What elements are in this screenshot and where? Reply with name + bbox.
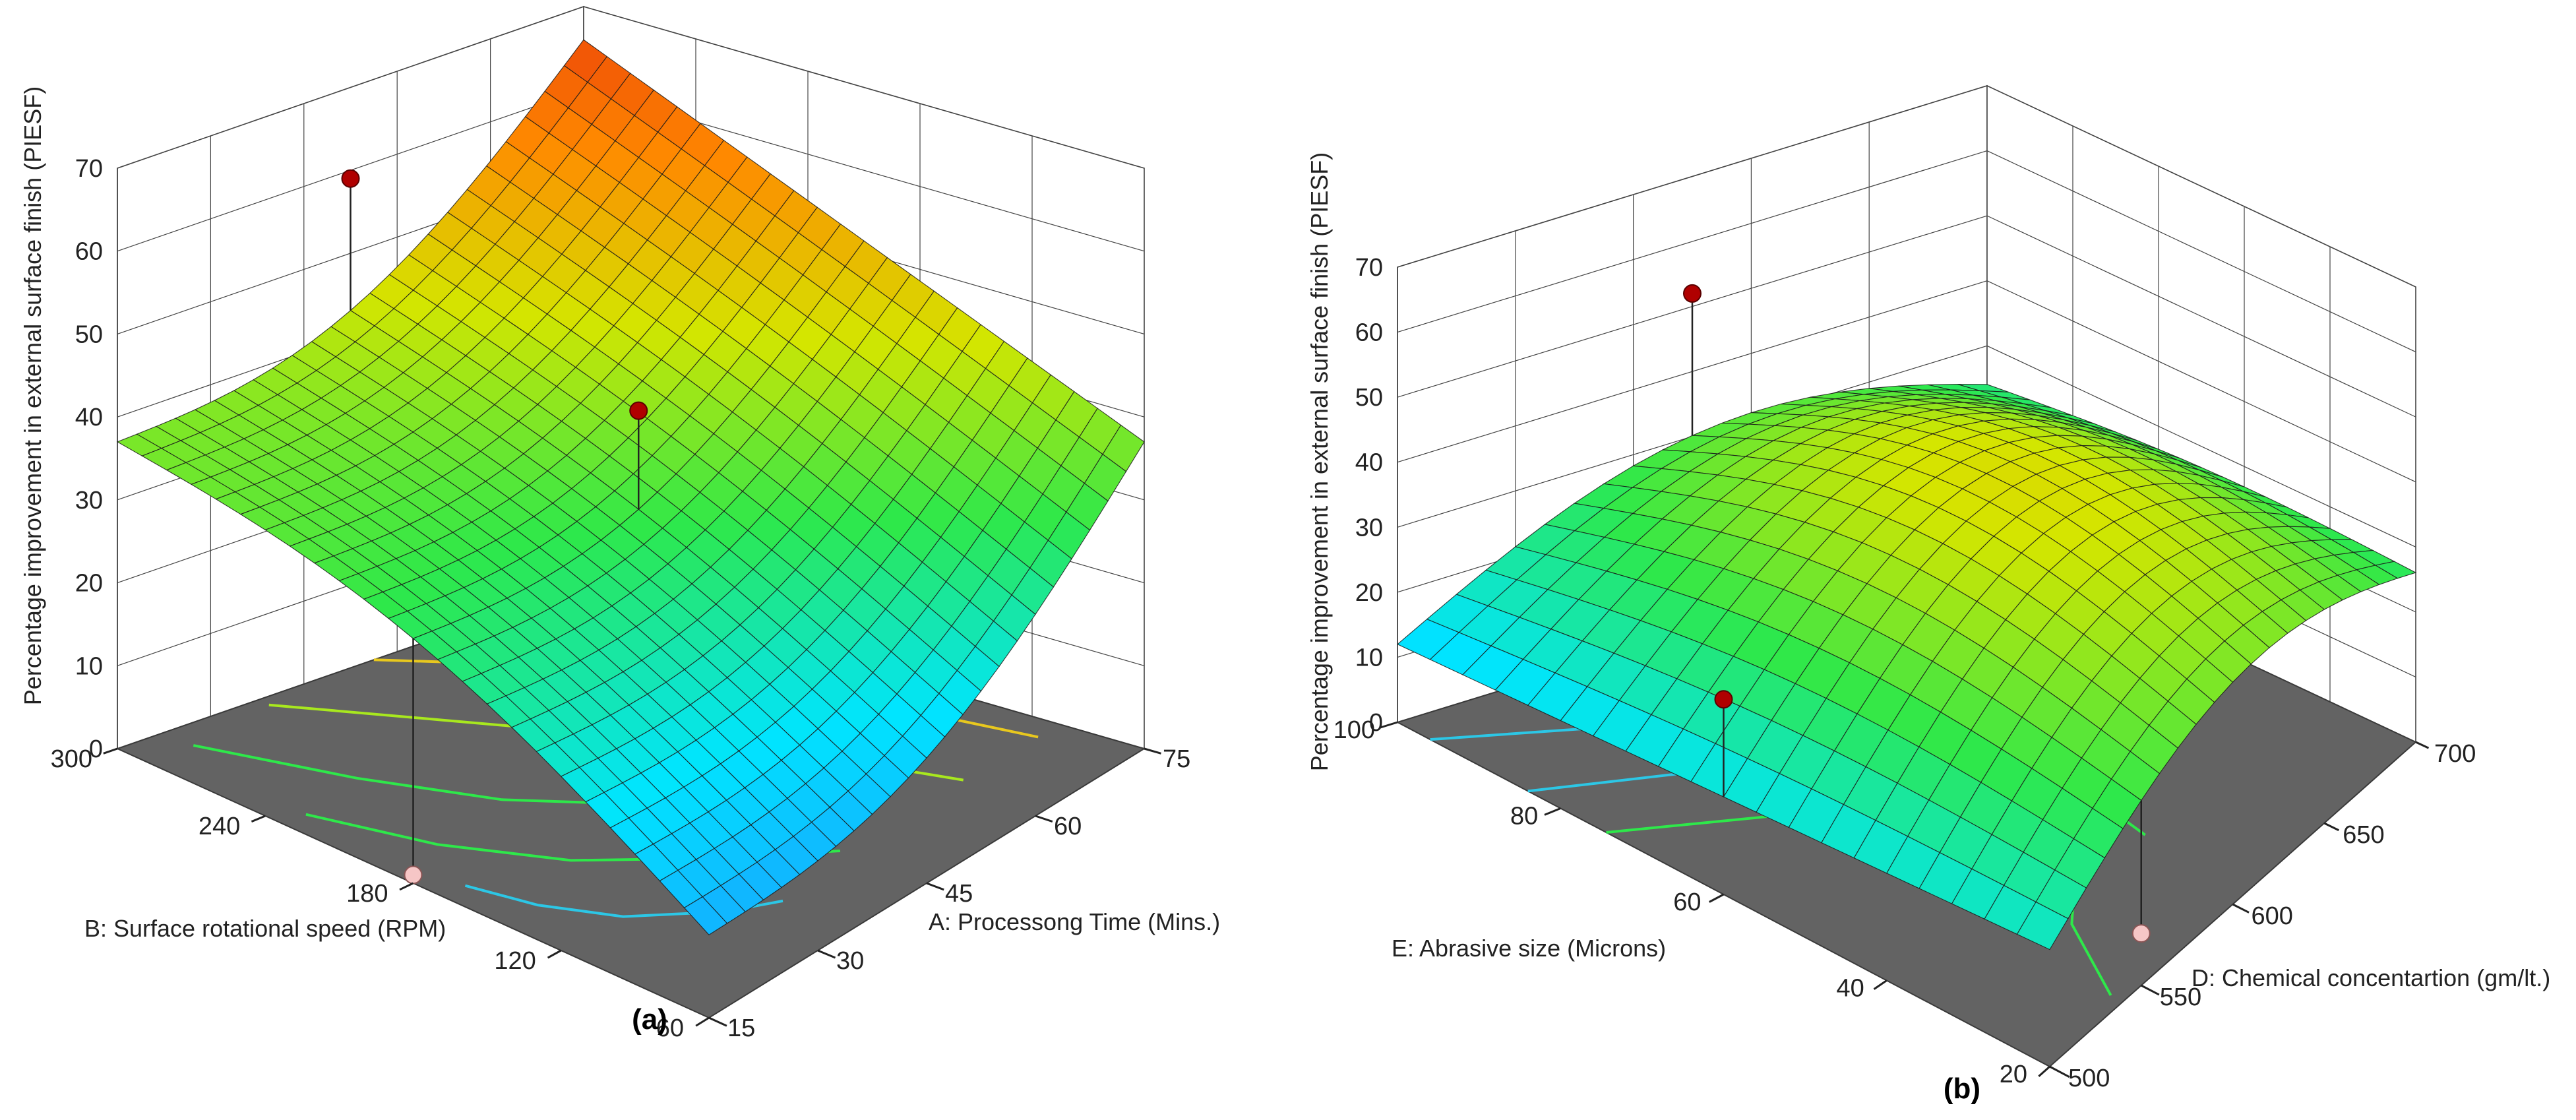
x-tick-mark [2049, 1065, 2070, 1078]
z-tick-label: 50 [1355, 384, 1383, 412]
x-tick-mark [2415, 741, 2430, 749]
wall-gridline [1986, 280, 2416, 483]
wall-gridline [1986, 215, 2416, 418]
y-tick-mark [1709, 893, 1725, 903]
z-tick-label: 10 [75, 652, 103, 680]
y-axis-label: B: Surface rotational speed (RPM) [84, 915, 446, 942]
wall-gridline [1986, 345, 2416, 547]
response-surface [116, 39, 1145, 936]
design-points [341, 169, 648, 510]
y-tick-mark [251, 815, 266, 823]
x-tick-mark [1035, 815, 1053, 823]
z-tick-label: 0 [1369, 709, 1383, 737]
y-tick-mark [547, 949, 562, 959]
z-tick-label: 20 [75, 570, 103, 598]
tick-labels: 0 10 20 30 40 50 60 70 500 550 600 650 700 20 40 60 80 10… [1334, 254, 2476, 1092]
x-tick-label: 15 [727, 1014, 755, 1042]
design-point [341, 169, 360, 188]
design-point [629, 401, 648, 420]
x-axis-label: D: Chemical concentartion (gm/lt.) [2192, 964, 2550, 991]
surface-plot-a: 0 10 20 30 40 50 60 70 15 30 45 60 75 60 120 180 240 300 … [19, 5, 1220, 1042]
wall-gridline [1397, 150, 1988, 333]
y-axis-label: E: Abrasive size (Microns) [1392, 935, 1666, 962]
x-tick-label: 700 [2434, 740, 2476, 768]
y-tick-label: 240 [199, 813, 240, 840]
surface-plot-b: 0 10 20 30 40 50 60 70 500 550 600 650 700 20 40 60 80 10… [1288, 0, 2576, 1120]
y-tick-mark [1873, 980, 1887, 990]
z-tick-label: 30 [75, 487, 103, 514]
y-tick-label: 80 [1510, 803, 1538, 830]
y-tick-label: 20 [2000, 1061, 2027, 1088]
z-tick-label: 40 [1355, 449, 1383, 477]
surface-cell [2016, 901, 2069, 950]
wall-gridline [583, 6, 1145, 169]
y-tick-mark [1544, 807, 1561, 816]
z-axis-label: Percentage improvement in external surfa… [19, 86, 46, 705]
y-tick-mark [695, 1016, 710, 1027]
x-tick-label: 30 [836, 947, 864, 975]
z-tick-label: 10 [1355, 644, 1383, 671]
wall-gridline [1986, 85, 2416, 288]
x-tick-label: 550 [2160, 983, 2201, 1011]
z-tick-label: 60 [75, 238, 103, 266]
z-tick-label: 0 [89, 735, 103, 763]
y-tick-label: 180 [346, 880, 388, 908]
wall-gridline [1397, 85, 1988, 268]
x-tick-mark [2323, 822, 2339, 832]
y-tick-label: 60 [1673, 888, 1701, 916]
design-points [1683, 284, 1733, 797]
wall-gridline [1986, 150, 2416, 353]
y-tick-mark [2038, 1065, 2050, 1077]
design-point [404, 865, 423, 885]
z-tick-label: 20 [1355, 579, 1383, 607]
x-tick-label: 600 [2252, 902, 2293, 930]
design-point [2131, 924, 2151, 943]
x-tick-mark [2232, 903, 2250, 914]
caption-a: (a) [632, 1003, 667, 1036]
z-axis-label: Percentage improvement in external surfa… [1306, 152, 1333, 771]
y-tick-label: 40 [1836, 975, 1864, 1003]
z-tick-label: 50 [75, 321, 103, 348]
x-tick-label: 45 [945, 880, 973, 908]
z-tick-label: 60 [1355, 319, 1383, 347]
surface-cell [683, 896, 728, 936]
y-tick-label: 100 [1334, 716, 1375, 744]
x-tick-label: 75 [1163, 745, 1190, 773]
x-tick-label: 650 [2343, 821, 2384, 849]
y-tick-label: 300 [51, 745, 92, 773]
response-surface [1396, 384, 2417, 950]
design-point [1683, 284, 1702, 303]
x-tick-mark [2141, 984, 2160, 996]
x-tick-label: 500 [2068, 1065, 2110, 1092]
tick-labels: 0 10 20 30 40 50 60 70 15 30 45 60 75 60 120 180 240 300 [51, 155, 1191, 1042]
y-tick-mark [103, 747, 118, 755]
y-tick-label: 120 [494, 947, 536, 975]
z-tick-label: 70 [75, 155, 103, 183]
x-tick-mark [926, 882, 944, 891]
y-tick-label: 60 [656, 1014, 684, 1042]
design-point [1714, 690, 1733, 709]
x-tick-mark [817, 949, 836, 959]
wall-gridline [117, 6, 584, 169]
x-tick-mark [708, 1016, 727, 1027]
y-tick-mark [1379, 721, 1398, 729]
surface-plot-b-canvas: 0 10 20 30 40 50 60 70 500 550 600 650 700 20 40 60 80 10… [1306, 84, 2550, 1105]
z-tick-label: 70 [1355, 254, 1383, 282]
y-tick-mark [399, 882, 414, 891]
x-tick-label: 60 [1054, 813, 1082, 840]
z-tick-label: 40 [75, 404, 103, 431]
z-tick-label: 30 [1355, 514, 1383, 542]
x-tick-mark [1144, 747, 1161, 755]
surface-plot-a-canvas: 010203040506070153045607560120180240300 … [19, 5, 1220, 1042]
caption-b: (b) [1944, 1073, 1980, 1105]
x-axis-label: A: Processong Time (Mins.) [929, 908, 1220, 935]
